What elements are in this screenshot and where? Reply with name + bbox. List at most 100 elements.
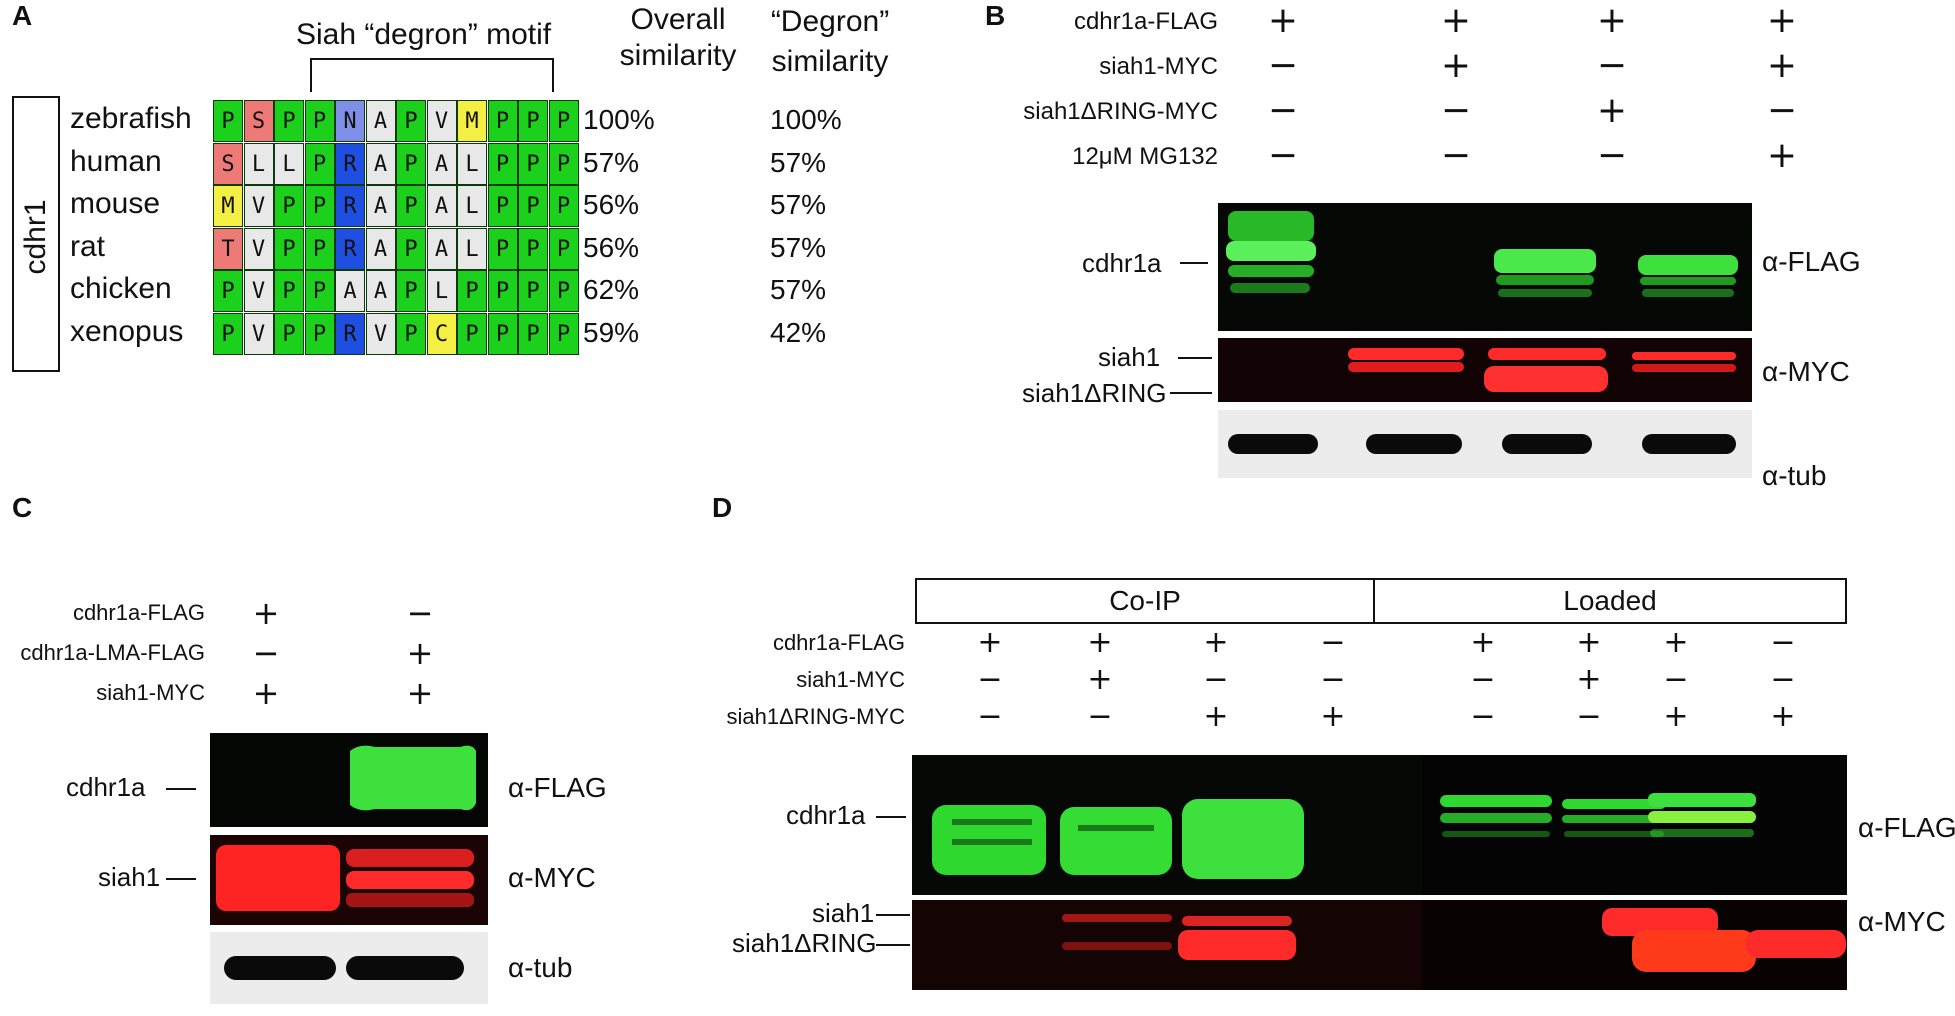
condition-sign: − [1770, 662, 1796, 697]
blot-c-myc [210, 835, 488, 925]
residue-cell: P [396, 227, 426, 270]
residue-cell: P [548, 142, 579, 185]
band [1642, 289, 1734, 297]
blot-b-flag [1218, 203, 1752, 331]
blot-d-flag-loaded-lane3 [1648, 793, 1756, 837]
blot-b-myc-lane4 [1632, 352, 1736, 372]
blot-d-myc-coip-lane3 [1178, 916, 1296, 960]
band [1228, 211, 1314, 241]
condition-sign: + [1576, 625, 1602, 660]
band [1440, 795, 1552, 807]
band [952, 819, 1032, 825]
band [350, 745, 476, 811]
condition-sign: − [1440, 135, 1472, 176]
species-name: mouse [70, 187, 161, 220]
condition-sign: + [1087, 662, 1113, 697]
species-name: zebrafish [70, 102, 192, 135]
residue-cell: V [243, 185, 274, 227]
residue-cell: P [213, 270, 243, 312]
residue-cell: P [548, 312, 579, 355]
condition-sign: − [1663, 662, 1689, 697]
panel-c-label: C [12, 492, 33, 523]
blot-b-flag-lane1 [1226, 211, 1316, 293]
cdhr1-group-label: cdhr1 [19, 199, 52, 275]
residue-cell: R [335, 185, 365, 227]
condition-sign: + [1470, 625, 1496, 660]
condition-sign: + [1770, 699, 1796, 734]
condition-sign: + [1766, 45, 1798, 86]
band [1060, 807, 1172, 875]
overall-similarity-header: Overall similarity [619, 3, 737, 72]
condition-sign: − [1267, 90, 1299, 131]
blot-b-myc [1218, 338, 1752, 402]
b-band-siah1: siah1 [1098, 342, 1161, 372]
condition-sign: + [1596, 90, 1628, 131]
condition-sign: − [1203, 662, 1229, 697]
residue-cell: P [396, 270, 426, 312]
residue-cell: P [396, 142, 426, 185]
band [1178, 930, 1296, 960]
band [1062, 942, 1172, 950]
band [1062, 914, 1172, 922]
residue-cell: N [335, 100, 365, 142]
species-name: rat [70, 229, 106, 263]
residue-cell: L [426, 270, 457, 312]
c-antibody-myc: α-MYC [508, 862, 596, 893]
band [1642, 434, 1736, 454]
condition-sign: − [1470, 699, 1496, 734]
residue-cell: L [457, 185, 487, 227]
residue-cell: V [365, 312, 396, 355]
residue-cell: P [457, 312, 487, 355]
blot-d-flag-coip-lane2 [1060, 807, 1172, 875]
band [1488, 348, 1606, 360]
panel-d-label: D [712, 492, 733, 523]
degron-similarity-value: 42% [770, 316, 827, 348]
band [1640, 277, 1736, 285]
band [1078, 825, 1154, 831]
d-band-siah1: siah1 [812, 898, 875, 928]
residue-cell: A [365, 100, 396, 142]
residue-cell: A [365, 270, 396, 312]
residue-cell: P [518, 185, 548, 227]
residue-cell: V [426, 100, 457, 142]
band [1440, 813, 1552, 823]
condition-sign: − [1770, 625, 1796, 660]
condition-sign: − [1596, 45, 1628, 86]
band [346, 893, 474, 907]
condition-sign: + [1267, 0, 1299, 41]
blot-c-flag [210, 733, 488, 827]
residue-cell: R [335, 227, 365, 270]
condition-sign: − [1320, 662, 1346, 697]
overall-similarity-value: 56% [583, 231, 640, 263]
condition-sign: − [252, 634, 280, 672]
condition-label: siah1-MYC [1099, 53, 1218, 80]
degron-similarity-value: 100% [770, 104, 842, 135]
blot-d-flag-loaded-lane1 [1440, 795, 1552, 837]
band [1648, 793, 1756, 807]
residue-cell: P [518, 142, 548, 185]
residue-cell: P [548, 227, 579, 270]
condition-sign: − [406, 594, 434, 632]
residue-cell: P [213, 312, 243, 355]
condition-label: siah1-MYC [96, 680, 205, 705]
residue-cell: P [548, 185, 579, 227]
condition-sign: − [1087, 699, 1113, 734]
residue-cell: P [274, 100, 304, 142]
condition-sign: + [406, 634, 434, 672]
residue-cell: T [213, 227, 243, 270]
band [346, 871, 474, 889]
degron-similarity-value: 57% [770, 274, 827, 305]
d-antibody-flag: α-FLAG [1858, 812, 1955, 843]
residue-cell: P [274, 185, 304, 227]
condition-label: siah1-MYC [796, 667, 905, 692]
residue-cell: L [274, 142, 304, 185]
b-band-siah1dring: siah1ΔRING [1022, 378, 1167, 408]
residue-cell: C [426, 312, 457, 355]
condition-sign: + [1440, 45, 1472, 86]
residue-cell: L [457, 142, 487, 185]
b-tick-cdhr1a [1180, 262, 1208, 264]
condition-sign: − [1576, 699, 1602, 734]
blot-b-flag-lane3 [1494, 249, 1596, 297]
residue-cell: P [457, 270, 487, 312]
residue-cell: V [243, 227, 274, 270]
